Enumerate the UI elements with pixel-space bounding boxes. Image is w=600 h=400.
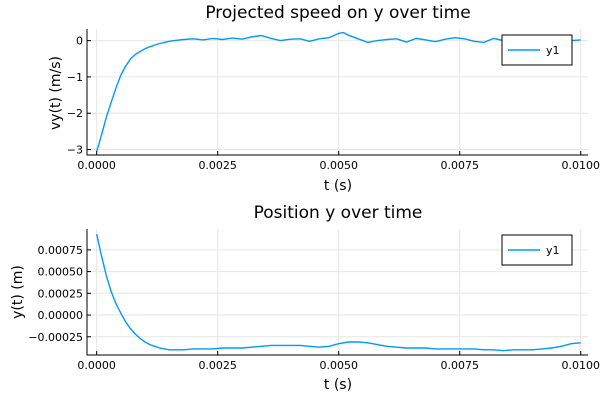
position-x-tick-label: 0.0050 xyxy=(319,359,358,372)
position-chart-axes xyxy=(86,229,588,356)
position-chart-y-label: y(t) (m) xyxy=(10,265,26,319)
position-y-tick-label: 0.00000 xyxy=(38,309,84,322)
speed-x-tick-label: 0.0100 xyxy=(561,159,600,172)
position-chart-grid xyxy=(87,229,588,355)
position-y-tick-label: 0.00050 xyxy=(38,266,84,279)
position-chart-x-label: t (s) xyxy=(324,377,352,393)
position-chart: Position y over time 0.0000 0.0025 0.0050 0… xyxy=(10,203,600,393)
speed-x-tick-label: 0.0075 xyxy=(440,159,479,172)
speed-chart-title: Projected speed on y over time xyxy=(205,3,470,23)
position-chart-legend: y1 xyxy=(501,234,573,266)
speed-x-tick-label: 0.0050 xyxy=(319,159,358,172)
speed-y-tick-label: −3 xyxy=(67,144,83,157)
position-legend-label: y1 xyxy=(546,244,560,257)
speed-chart-y-ticks: −3 −2 −1 0 xyxy=(67,35,91,157)
speed-legend-label: y1 xyxy=(546,44,560,57)
speed-chart-legend: y1 xyxy=(501,34,573,66)
speed-chart: Projected speed on y over time 0.0000 0.0… xyxy=(48,3,600,194)
speed-chart-x-ticks: 0.0000 0.0025 0.0050 0.0075 0.0100 xyxy=(77,151,600,172)
position-x-tick-label: 0.0100 xyxy=(561,359,600,372)
position-x-tick-label: 0.0075 xyxy=(440,359,479,372)
position-chart-x-ticks: 0.0000 0.0025 0.0050 0.0075 0.0100 xyxy=(77,351,600,372)
speed-chart-x-label: t (s) xyxy=(324,178,352,194)
speed-series-line xyxy=(96,31,581,152)
speed-y-tick-label: 0 xyxy=(76,35,83,48)
speed-x-tick-label: 0.0025 xyxy=(198,159,237,172)
speed-x-tick-label: 0.0000 xyxy=(77,159,116,172)
position-series-line xyxy=(96,234,581,352)
speed-y-tick-label: −1 xyxy=(67,71,83,84)
speed-chart-axes xyxy=(86,29,588,156)
speed-chart-y-label: vy(t) (m/s) xyxy=(48,56,64,130)
position-y-tick-label: −0.00025 xyxy=(28,331,83,344)
position-x-tick-label: 0.0025 xyxy=(198,359,237,372)
position-y-tick-label: 0.00075 xyxy=(38,244,84,257)
position-y-tick-label: 0.00025 xyxy=(38,287,84,300)
position-x-tick-label: 0.0000 xyxy=(77,359,116,372)
position-chart-y-ticks: −0.00025 0.00000 0.00025 0.00050 0.00075 xyxy=(28,244,91,344)
speed-y-tick-label: −2 xyxy=(67,107,83,120)
position-chart-title: Position y over time xyxy=(254,203,423,223)
